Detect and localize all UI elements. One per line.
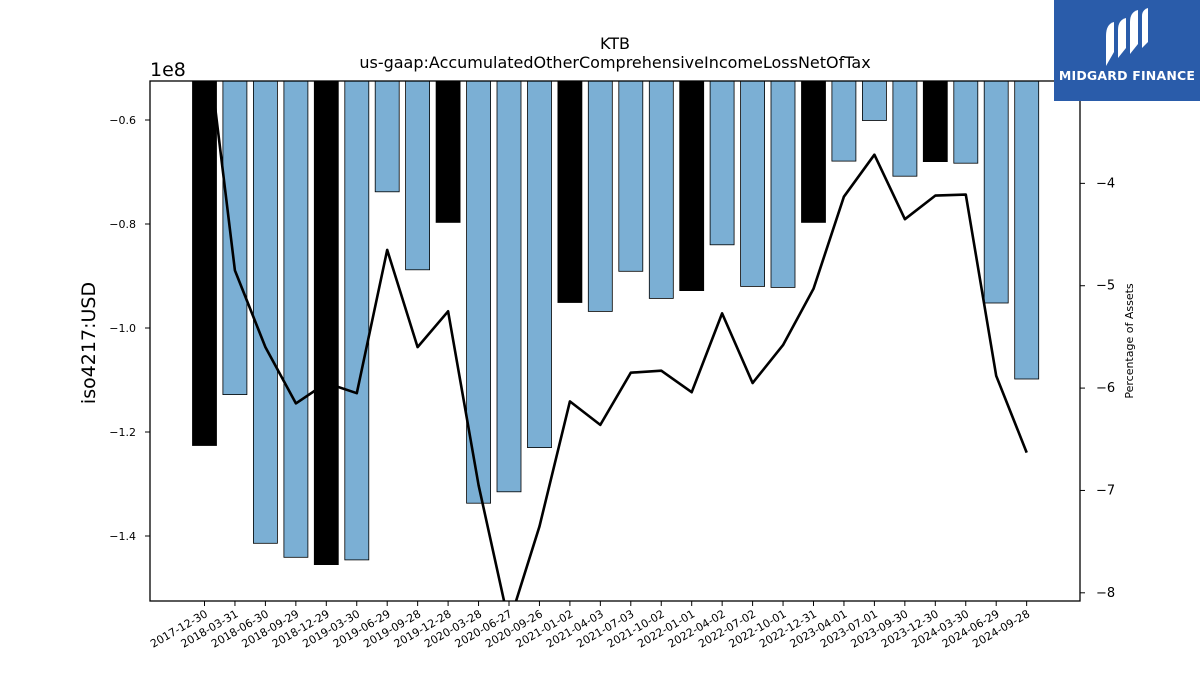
bar-2020-09-26 <box>527 80 552 449</box>
y2-tick-label: −6 <box>1096 381 1115 396</box>
chart-title: KTB <box>600 34 630 53</box>
bar-2023-07-01 <box>862 80 887 121</box>
bar-2021-07-03 <box>618 80 644 272</box>
y-tick-label: −1.0 <box>109 322 136 335</box>
bar-2020-06-27 <box>496 80 522 493</box>
bar-2022-07-02 <box>740 80 765 287</box>
bar-2017-12-30 <box>192 80 217 446</box>
y-axis: −0.6 −0.8 −1.0 −1.2 −1.4 <box>109 114 150 543</box>
bar-2018-03-31 <box>222 80 248 396</box>
bar-2018-06-30 <box>252 80 278 544</box>
bar-2021-01-02 <box>557 80 583 303</box>
bar-2023-12-30 <box>922 80 948 162</box>
x-axis: 2017-12-302018-03-312018-06-302018-09-29… <box>148 601 1032 651</box>
bar-2023-09-30 <box>892 80 918 177</box>
logo-text: MIDGARD FINANCE <box>1058 68 1196 83</box>
bar-2019-06-29 <box>374 80 400 193</box>
bar-group <box>192 80 1040 566</box>
y-axis-label: iso4217:USD <box>78 282 100 404</box>
bar-2022-01-01 <box>679 80 705 292</box>
y2-tick-label: −8 <box>1096 586 1115 601</box>
y2-axis: −4 −5 −6 −7 −8 <box>1080 176 1115 601</box>
bar-2024-09-28 <box>1014 80 1040 380</box>
line-group <box>210 81 1028 601</box>
bar-2019-12-28 <box>435 80 461 223</box>
bar-2021-10-02 <box>648 80 674 299</box>
brand-logo: MIDGARD FINANCE <box>1054 0 1200 101</box>
y-offset-label: 1e8 <box>150 59 186 81</box>
y2-axis-label: Percentage of Assets <box>1123 283 1136 399</box>
y2-tick-label: −4 <box>1096 176 1115 191</box>
y2-tick-label: −5 <box>1096 279 1115 294</box>
bar-2018-12-29 <box>313 80 339 566</box>
bar-2018-09-29 <box>283 80 309 558</box>
bar-2024-03-30 <box>953 80 979 164</box>
bar-2022-12-31 <box>801 80 826 223</box>
bar-2024-06-29 <box>983 80 1009 304</box>
plot-frame <box>149 80 1081 602</box>
midgard-logo-icon <box>1106 8 1148 66</box>
bar-2021-04-03 <box>587 80 613 312</box>
percentage-line <box>210 81 1028 601</box>
y-tick-label: −0.6 <box>109 114 136 127</box>
y-tick-label: −0.8 <box>109 218 136 231</box>
y-tick-label: −1.4 <box>109 530 136 543</box>
bar-2023-04-01 <box>831 80 857 162</box>
y-tick-label: −1.2 <box>109 426 136 439</box>
bar-2022-04-02 <box>709 80 735 246</box>
bar-2019-09-28 <box>405 80 431 271</box>
chart-subtitle: us-gaap:AccumulatedOtherComprehensiveInc… <box>359 53 870 72</box>
y2-tick-label: −7 <box>1096 483 1115 498</box>
bar-2019-03-30 <box>344 80 370 561</box>
bar-2022-10-01 <box>770 80 796 288</box>
